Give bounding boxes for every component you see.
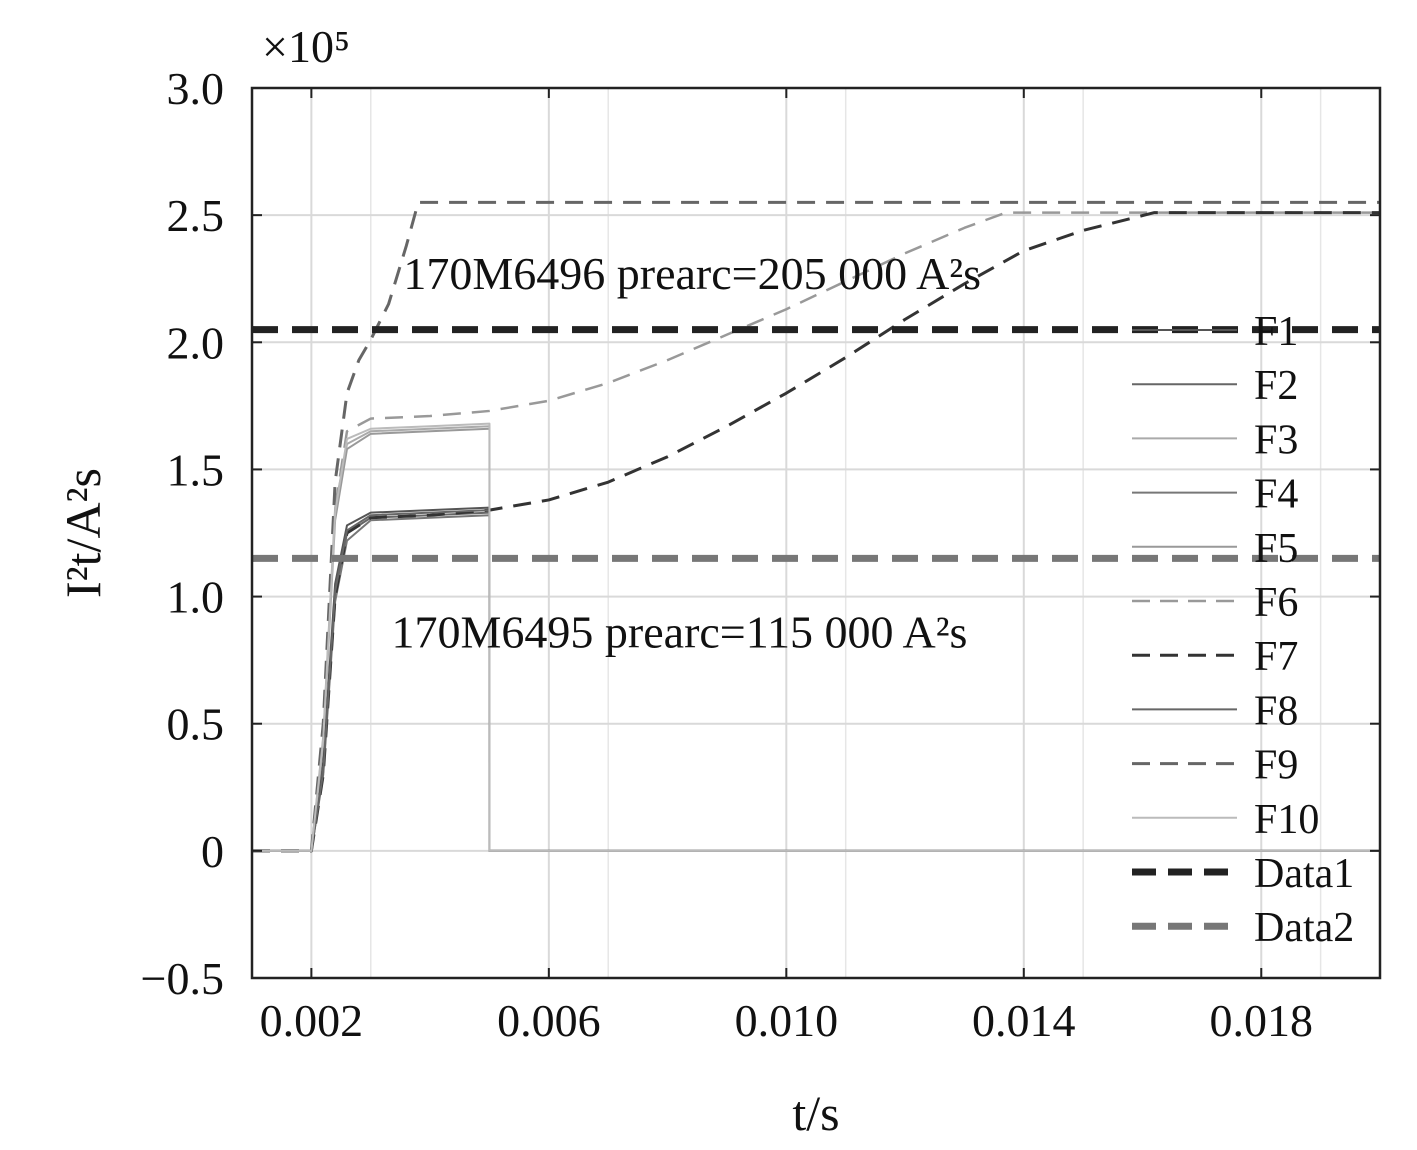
x-tick-label: 0.002 <box>260 995 364 1046</box>
x-tick-label: 0.018 <box>1210 995 1314 1046</box>
y-tick-label: 0.5 <box>167 699 225 750</box>
x-tick-label: 0.014 <box>972 995 1076 1046</box>
legend-label-f5: F5 <box>1254 526 1298 572</box>
y-tick-label: 2.5 <box>167 190 225 241</box>
legend-label-f10: F10 <box>1254 797 1319 843</box>
y-tick-label: 2.0 <box>167 317 225 368</box>
legend-label-f4: F4 <box>1254 472 1298 518</box>
ticks: 0.002 0.006 0.010 0.014 0.018 −0.5 0 0.5 1.0 1.5 2… <box>141 63 1380 1046</box>
y-tick-label: 1.5 <box>167 444 225 495</box>
legend-label-f8: F8 <box>1254 688 1298 734</box>
legend-label-data1: Data1 <box>1254 851 1354 897</box>
plot-frame <box>250 86 1382 980</box>
y-tick-label: −0.5 <box>141 953 224 1004</box>
legend-label-f3: F3 <box>1254 417 1298 463</box>
y-axis-label: I²t/A²s <box>55 468 111 598</box>
series-f9-line <box>252 200 1380 853</box>
annotation-1: 170M6496 prearc=205 000 A²s <box>403 248 981 299</box>
y-multiplier-label: ×10⁵ <box>262 21 350 72</box>
legend-label-data2: Data2 <box>1254 905 1354 951</box>
legend-label-f2: F2 <box>1254 363 1298 409</box>
series-f10-line <box>252 422 1380 852</box>
annotation-2: 170M6495 prearc=115 000 A²s <box>392 606 968 657</box>
x-tick-label: 0.010 <box>735 995 839 1046</box>
x-axis-label: t/s <box>792 1085 839 1141</box>
legend: F1 F2 F3 F4 F5 F6 F7 F8 F9 F10 Data1 Data2 <box>1132 309 1354 951</box>
y-tick-label: 0 <box>201 826 224 877</box>
legend-label-f7: F7 <box>1254 634 1298 680</box>
legend-label-f1: F1 <box>1254 309 1298 355</box>
y-tick-label: 3.0 <box>167 63 225 114</box>
y-tick-label: 1.0 <box>167 572 225 623</box>
annotations: 170M6496 prearc=205 000 A²s 170M6495 prea… <box>392 248 981 658</box>
legend-label-f9: F9 <box>1254 743 1298 789</box>
legend-label-f6: F6 <box>1254 580 1298 626</box>
x-tick-label: 0.006 <box>497 995 601 1046</box>
